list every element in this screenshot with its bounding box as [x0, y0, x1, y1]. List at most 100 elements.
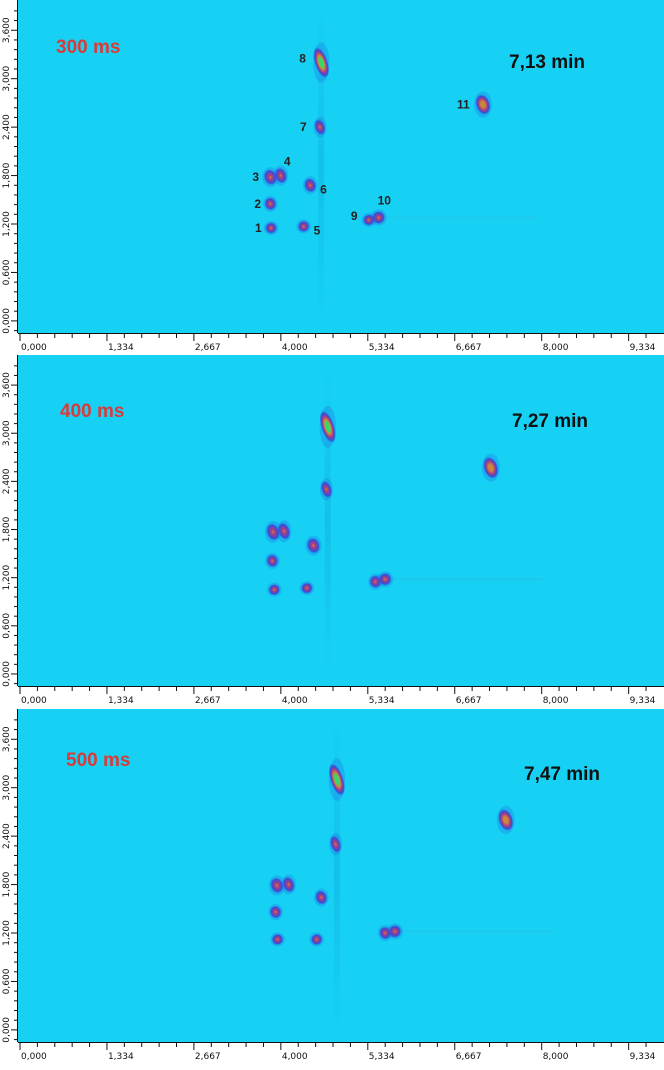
x-tick-label: 0,000 [21, 1052, 47, 1062]
y-tick-label: 1,800 [2, 162, 12, 188]
peak-spot-6 [306, 537, 321, 554]
y-tick-label: 3,000 [2, 420, 12, 446]
peak-spot-5 [310, 933, 323, 946]
baseline-smear [386, 216, 537, 219]
x-axis-strip [18, 1042, 664, 1062]
panel-title: 400 ms [60, 401, 124, 422]
x-tick-label: 6,667 [456, 696, 482, 706]
baseline-smear [402, 930, 553, 933]
peak-spot-11 [498, 809, 514, 831]
peak-spot-4 [282, 876, 295, 893]
peak-spot-8 [328, 763, 346, 796]
peak-label: 9 [351, 209, 358, 223]
peak-label: 4 [284, 155, 291, 169]
peak-label: 6 [320, 182, 327, 196]
peak-spot-1 [265, 222, 277, 234]
y-tick-label: 3,600 [2, 372, 12, 398]
peak-spot-7 [329, 835, 342, 853]
y-axis-strip [0, 355, 18, 705]
x-tick-label: 8,000 [543, 1052, 569, 1062]
y-tick-label: 0,600 [2, 613, 12, 639]
chromatogram-panel-2: 0,000 1,334 2,667 4,000 5,334 6,667 8,000 9,334… [0, 355, 664, 706]
x-tick-label: 8,000 [543, 343, 569, 353]
peak-label: 1 [255, 221, 262, 235]
peak-spot-3 [263, 169, 278, 186]
y-tick-label: 3,600 [2, 17, 12, 43]
plot-area [18, 709, 664, 1042]
retention-time-label: 7,13 min [509, 52, 585, 73]
peak-spot-2 [264, 197, 277, 211]
x-tick-label: 4,000 [282, 1052, 308, 1062]
peak-spot-7 [314, 119, 326, 135]
y-tick-label: 1,800 [2, 516, 12, 542]
x-tick-label: 0,000 [21, 343, 47, 353]
x-axis-strip [18, 333, 664, 353]
peak-spot-2 [266, 554, 279, 568]
panel-title: 500 ms [66, 750, 130, 771]
y-tick-label: 0,000 [2, 308, 12, 334]
peak-spot-4 [274, 167, 287, 184]
column-bleed-streak [333, 709, 340, 1042]
x-tick-label: 0,000 [21, 696, 47, 706]
peak-spot-8 [319, 410, 336, 443]
y-tick-label: 1,200 [2, 211, 12, 237]
x-tick-label: 4,000 [282, 343, 308, 353]
column-bleed-streak [324, 355, 331, 686]
peak-spot-6 [304, 178, 317, 193]
peak-spot-9 [379, 926, 392, 940]
y-axis-strip [0, 0, 18, 352]
peak-spot-10 [372, 211, 386, 225]
peak-spot-3 [270, 877, 284, 894]
peak-label: 11 [457, 98, 470, 112]
chromatogram-panel-3: 0,000 1,334 2,667 4,000 5,334 6,667 8,000 9,334… [0, 709, 664, 1062]
x-tick-label: 6,667 [456, 1052, 482, 1062]
x-tick-label: 6,667 [456, 343, 482, 353]
peak-spot-7 [320, 480, 333, 498]
peak-spot-5 [301, 582, 313, 594]
x-tick-label: 1,334 [108, 343, 134, 353]
y-tick-label: 0,000 [2, 661, 12, 687]
x-tick-label: 4,000 [282, 696, 308, 706]
y-tick-label: 1,800 [2, 871, 12, 897]
plot-area [18, 355, 664, 686]
peak-spot-2 [269, 905, 282, 919]
peak-label: 7 [300, 120, 307, 134]
peak-label: 8 [299, 52, 306, 66]
x-tick-label: 9,334 [630, 696, 656, 706]
peak-spot-1 [268, 584, 281, 596]
peak-spot-4 [277, 522, 291, 540]
peak-label: 3 [252, 170, 259, 184]
x-tick-label: 8,000 [543, 696, 569, 706]
peak-spot-9 [369, 575, 382, 589]
panel-title: 300 ms [56, 37, 120, 58]
x-tick-label: 2,667 [195, 1052, 221, 1062]
peak-spot-11 [483, 456, 499, 479]
y-tick-label: 0,000 [2, 1017, 12, 1043]
peak-spot-5 [297, 220, 310, 233]
y-tick-label: 3,000 [2, 775, 12, 801]
x-tick-label: 9,334 [630, 343, 656, 353]
y-tick-label: 3,000 [2, 66, 12, 92]
x-tick-label: 5,334 [369, 1052, 395, 1062]
x-tick-label: 1,334 [108, 696, 134, 706]
peak-spot-10 [378, 572, 392, 586]
peak-spot-3 [266, 523, 280, 541]
y-tick-label: 1,200 [2, 920, 12, 946]
baseline-smear [393, 578, 544, 581]
x-tick-label: 5,334 [369, 696, 395, 706]
chromatogram-panel-1: 0,000 1,334 2,667 4,000 5,334 6,667 8,000 9,334… [0, 0, 664, 353]
retention-time-label: 7,47 min [524, 764, 600, 785]
plot-area [18, 0, 664, 333]
peak-label: 2 [254, 197, 261, 211]
x-tick-label: 5,334 [369, 343, 395, 353]
y-tick-label: 1,200 [2, 565, 12, 591]
peak-spot-6 [315, 890, 328, 905]
y-tick-label: 0,600 [2, 259, 12, 285]
y-tick-label: 2,400 [2, 114, 12, 140]
x-axis-strip [18, 686, 664, 706]
x-tick-label: 1,334 [108, 1052, 134, 1062]
peak-label: 10 [378, 194, 392, 208]
peak-spot-11 [475, 94, 491, 115]
y-axis-strip [0, 709, 18, 1061]
x-tick-label: 2,667 [195, 343, 221, 353]
